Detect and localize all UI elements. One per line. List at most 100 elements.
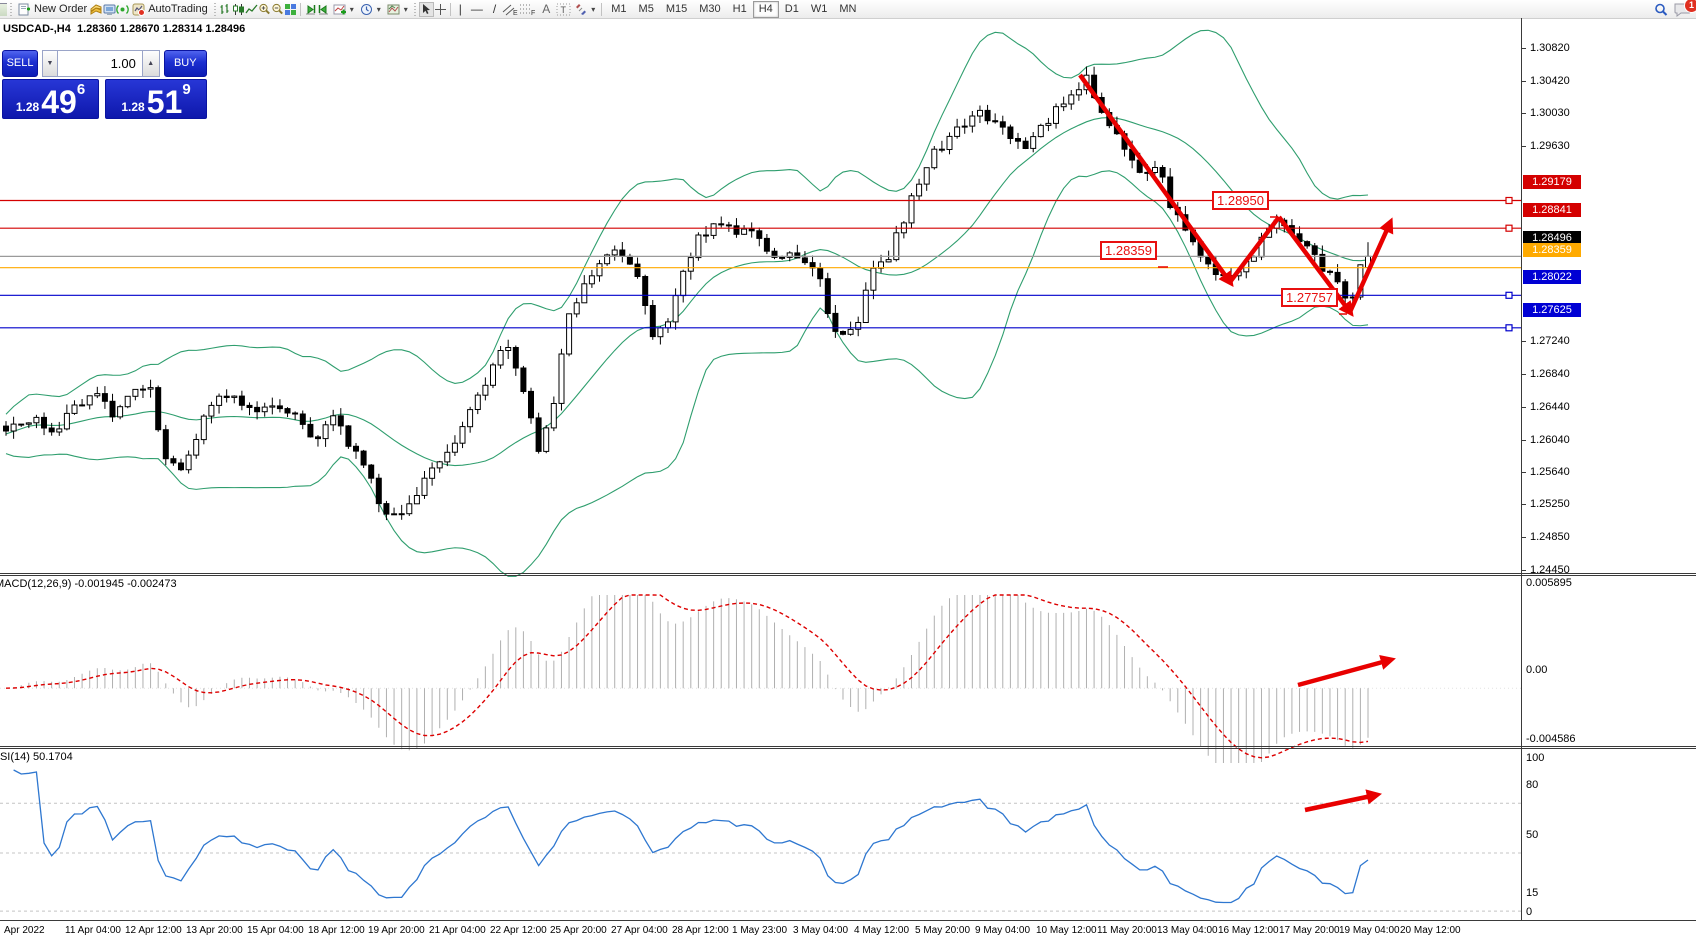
notifications-icon[interactable]: 1 xyxy=(1673,0,1696,17)
price-level-label: 1.29179 xyxy=(1523,175,1581,189)
price-tick-label: 1.30420 xyxy=(1530,75,1570,87)
price-tick-label: 1.25250 xyxy=(1530,498,1570,510)
toolbar-grip xyxy=(212,2,217,16)
templates-button[interactable]: ▾ xyxy=(384,1,411,17)
time-axis-label: 18 Apr 12:00 xyxy=(308,925,365,936)
buy-price-tile[interactable]: 1.28 51 9 xyxy=(105,79,207,119)
fibonacci-icon[interactable]: F xyxy=(519,3,536,17)
toolbar-separator xyxy=(449,2,451,16)
price-tick xyxy=(1521,146,1526,147)
periods-button[interactable]: ▾ xyxy=(357,1,384,17)
chart-shift-icon[interactable] xyxy=(317,3,330,16)
price-level-label: 1.28022 xyxy=(1523,270,1581,284)
price-tick xyxy=(1521,504,1526,505)
toolbar-separator xyxy=(299,2,301,16)
toolbar-right-icons: 1 xyxy=(1654,0,1696,17)
templates-icon xyxy=(387,3,400,16)
timeframe-button[interactable]: MN xyxy=(839,2,857,15)
timeframe-button[interactable]: M30 xyxy=(699,2,721,15)
new-order-icon xyxy=(18,3,31,16)
price-tick xyxy=(1521,113,1526,114)
price-tick-label: 1.30030 xyxy=(1530,107,1570,119)
sell-price-prefix: 1.28 xyxy=(15,100,40,114)
new-order-button[interactable]: New Order xyxy=(15,1,90,17)
rsi-axis-label: 0 xyxy=(1526,906,1533,918)
price-tick xyxy=(1521,48,1526,49)
periods-clock-icon xyxy=(360,3,373,16)
price-tick-label: 1.26840 xyxy=(1530,368,1570,380)
zoom-in-icon[interactable] xyxy=(258,3,271,16)
timeframe-button[interactable]: W1 xyxy=(810,2,828,15)
price-annotation: 1.28359 xyxy=(1100,241,1157,260)
volume-up-button[interactable]: ▲ xyxy=(141,50,160,77)
time-axis-label: 11 May 20:00 xyxy=(1097,925,1157,936)
trendline-icon[interactable]: / xyxy=(492,1,497,16)
volume-down-button[interactable]: ▼ xyxy=(42,50,58,77)
time-axis-label: 15 Apr 04:00 xyxy=(247,925,304,936)
line-chart-icon[interactable] xyxy=(245,3,258,16)
panel-separator[interactable] xyxy=(0,746,1696,747)
rsi-axis-label: 100 xyxy=(1526,752,1545,764)
search-icon[interactable] xyxy=(1654,3,1668,16)
macd-axis-zero: 0.00 xyxy=(1526,664,1548,676)
chart-symbol-ohlc: USDCAD-,H4 1.28360 1.28670 1.28314 1.284… xyxy=(3,23,245,35)
autotrading-icon xyxy=(132,3,146,16)
crosshair-icon[interactable] xyxy=(434,3,447,16)
volume-input[interactable] xyxy=(57,50,142,77)
chart-area[interactable] xyxy=(0,18,1696,941)
sell-price-tile[interactable]: 1.28 49 6 xyxy=(2,79,100,119)
buy-price-pip: 9 xyxy=(182,81,191,98)
buy-button[interactable]: BUY xyxy=(163,50,207,77)
time-axis-label: 25 Apr 20:00 xyxy=(550,925,607,936)
signals-icon[interactable] xyxy=(116,3,129,16)
profiles-icon[interactable] xyxy=(90,3,103,16)
horizontal-line-icon[interactable]: — xyxy=(470,1,483,16)
chart-window-icon[interactable] xyxy=(0,2,7,16)
new-order-label: New Order xyxy=(34,3,88,15)
ohlc-values: 1.28360 1.28670 1.28314 1.28496 xyxy=(76,23,246,35)
sell-button[interactable]: SELL xyxy=(2,50,39,77)
timeframe-button[interactable]: H1 xyxy=(732,2,747,15)
dropdown-arrow-icon: ▾ xyxy=(591,4,596,14)
price-tick-label: 1.24850 xyxy=(1530,531,1570,543)
arrows-button[interactable]: ▾ xyxy=(571,1,598,17)
tile-windows-icon[interactable] xyxy=(284,3,297,16)
price-annotation: 1.28950 xyxy=(1212,191,1269,210)
autotrading-button[interactable]: AutoTrading xyxy=(129,1,211,17)
price-tick-label: 1.27240 xyxy=(1530,335,1570,347)
price-level-label: 1.28359 xyxy=(1523,243,1581,257)
zoom-out-icon[interactable] xyxy=(271,3,284,16)
indicators-button[interactable]: ▾ xyxy=(330,1,357,17)
rsi-axis-label: 80 xyxy=(1526,779,1539,791)
text-icon[interactable]: A xyxy=(542,1,551,16)
panel-separator[interactable] xyxy=(0,573,1696,574)
channel-icon[interactable]: E xyxy=(502,3,519,17)
price-tick xyxy=(1521,472,1526,473)
vertical-line-icon[interactable]: | xyxy=(458,1,462,16)
timeframe-button[interactable]: D1 xyxy=(784,2,799,15)
timeframe-button[interactable]: M15 xyxy=(665,2,688,15)
price-tick-label: 1.25640 xyxy=(1530,466,1570,478)
candlestick-icon[interactable] xyxy=(232,3,245,16)
panel-separator xyxy=(0,575,1696,576)
macd-label: MACD(12,26,9) -0.001945 -0.002473 xyxy=(0,578,177,590)
timeframe-button[interactable]: M1 xyxy=(611,2,627,15)
autoscroll-icon[interactable] xyxy=(304,3,317,16)
label-icon[interactable]: T xyxy=(556,3,571,16)
buy-price-prefix: 1.28 xyxy=(121,100,145,114)
price-annotation: 1.27757 xyxy=(1281,288,1338,307)
price-tick-label: 1.26440 xyxy=(1530,401,1570,413)
time-axis-label: 27 Apr 04:00 xyxy=(611,925,668,936)
time-axis-label: 10 May 12:00 xyxy=(1036,925,1097,936)
time-axis-line xyxy=(0,920,1696,921)
metaeditor-icon[interactable] xyxy=(103,3,116,16)
timeframe-button[interactable]: M5 xyxy=(638,2,654,15)
price-level-label: 1.28496 xyxy=(1523,231,1581,245)
bar-chart-icon[interactable] xyxy=(219,3,232,16)
time-axis-label: 19 Apr 20:00 xyxy=(368,925,425,936)
time-axis-label: 16 May 12:00 xyxy=(1218,925,1279,936)
timeframe-button[interactable]: H4 xyxy=(752,0,779,18)
time-axis-label: 20 May 12:00 xyxy=(1400,925,1461,936)
cursor-icon[interactable] xyxy=(418,1,434,17)
one-click-trading-panel: SELL ▼ ▲ BUY 1.28 49 6 1.28 51 9 xyxy=(2,50,207,119)
